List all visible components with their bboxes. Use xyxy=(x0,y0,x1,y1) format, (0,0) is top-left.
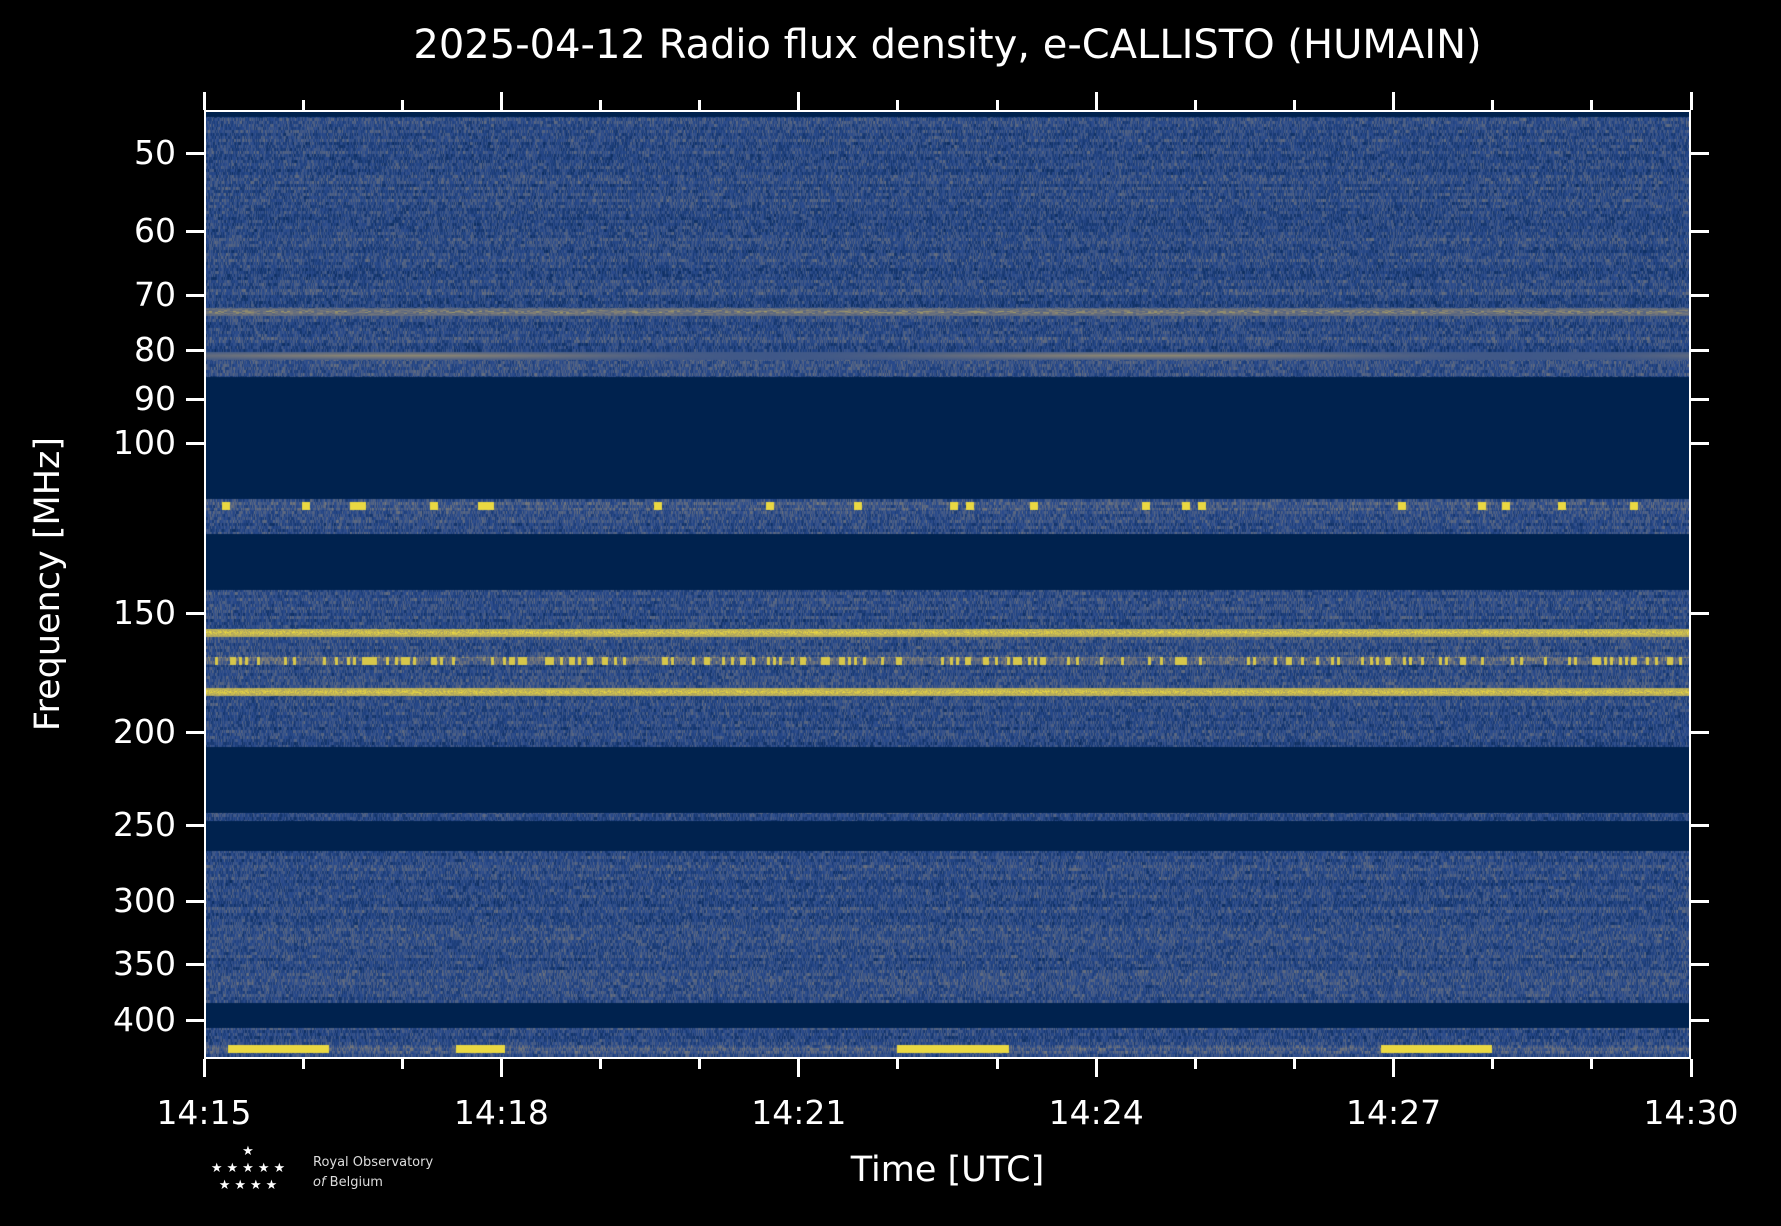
x-tick-mark-top xyxy=(1094,92,1098,110)
y-tick-label: 250 xyxy=(113,805,176,844)
x-axis-label: Time [UTC] xyxy=(850,1150,1045,1190)
y-tick-mark-left xyxy=(186,962,204,966)
y-tick-label: 60 xyxy=(134,211,176,250)
x-minor-tick-top xyxy=(995,100,999,110)
x-tick-mark-top xyxy=(1392,92,1396,110)
spectrogram-plot-area xyxy=(204,110,1691,1059)
y-tick-label: 90 xyxy=(134,379,176,418)
spectrogram-heatmap xyxy=(206,112,1689,1057)
x-minor-tick-top xyxy=(301,100,305,110)
logo-text-line1: Royal Observatory xyxy=(313,1155,434,1170)
y-tick-mark-left xyxy=(186,1018,204,1022)
x-tick-label: 14:21 xyxy=(751,1093,847,1132)
x-minor-tick-bottom xyxy=(400,1059,404,1069)
y-tick-mark-right xyxy=(1691,730,1709,734)
y-tick-mark-left xyxy=(186,611,204,615)
x-tick-label: 14:27 xyxy=(1346,1093,1442,1132)
x-tick-label: 14:24 xyxy=(1048,1093,1144,1132)
y-tick-mark-right xyxy=(1691,611,1709,615)
royal-observatory-logo: ★ ★★★★★ ★★★★ Royal Observatory of Belgium xyxy=(205,1143,465,1203)
x-minor-tick-bottom xyxy=(1292,1059,1296,1069)
x-minor-tick-bottom xyxy=(301,1059,305,1069)
x-tick-mark-bottom xyxy=(797,1059,801,1077)
y-tick-label: 70 xyxy=(134,275,176,314)
x-minor-tick-top xyxy=(400,100,404,110)
x-tick-mark-top xyxy=(797,92,801,110)
x-tick-mark-top xyxy=(202,92,206,110)
x-minor-tick-bottom xyxy=(1491,1059,1495,1069)
x-minor-tick-bottom xyxy=(896,1059,900,1069)
y-tick-label: 100 xyxy=(113,423,176,462)
y-tick-mark-right xyxy=(1691,899,1709,903)
x-minor-tick-top xyxy=(1491,100,1495,110)
y-tick-mark-right xyxy=(1691,397,1709,401)
x-minor-tick-top xyxy=(599,100,603,110)
x-tick-mark-bottom xyxy=(202,1059,206,1077)
y-tick-mark-right xyxy=(1691,293,1709,297)
y-tick-mark-right xyxy=(1691,348,1709,352)
y-tick-mark-right xyxy=(1691,151,1709,155)
x-tick-mark-top xyxy=(499,92,503,110)
x-minor-tick-bottom xyxy=(599,1059,603,1069)
x-minor-tick-bottom xyxy=(1590,1059,1594,1069)
y-tick-mark-right xyxy=(1691,1018,1709,1022)
y-tick-label: 350 xyxy=(113,944,176,983)
chart-title: 2025-04-12 Radio flux density, e-CALLIST… xyxy=(413,22,1482,68)
y-tick-label: 300 xyxy=(113,881,176,920)
y-tick-mark-left xyxy=(186,823,204,827)
y-tick-label: 200 xyxy=(113,712,176,751)
x-minor-tick-top xyxy=(698,100,702,110)
x-minor-tick-top xyxy=(1193,100,1197,110)
x-minor-tick-top xyxy=(1292,100,1296,110)
y-tick-mark-right xyxy=(1691,823,1709,827)
y-tick-mark-left xyxy=(186,151,204,155)
y-tick-mark-right xyxy=(1691,962,1709,966)
y-tick-mark-left xyxy=(186,730,204,734)
x-minor-tick-top xyxy=(896,100,900,110)
x-tick-mark-top xyxy=(1689,92,1693,110)
x-tick-mark-bottom xyxy=(1094,1059,1098,1077)
x-minor-tick-top xyxy=(1590,100,1594,110)
x-tick-mark-bottom xyxy=(1689,1059,1693,1077)
x-minor-tick-bottom xyxy=(1193,1059,1197,1069)
y-axis-label: Frequency [MHz] xyxy=(28,436,68,732)
logo-text-line2: of Belgium xyxy=(313,1175,383,1190)
y-tick-mark-left xyxy=(186,899,204,903)
y-tick-mark-left xyxy=(186,441,204,445)
y-tick-mark-left xyxy=(186,229,204,233)
y-tick-mark-right xyxy=(1691,441,1709,445)
y-tick-mark-left xyxy=(186,397,204,401)
x-tick-label: 14:30 xyxy=(1643,1093,1739,1132)
x-tick-label: 14:18 xyxy=(453,1093,549,1132)
y-tick-mark-left xyxy=(186,293,204,297)
x-minor-tick-bottom xyxy=(995,1059,999,1069)
x-tick-mark-bottom xyxy=(499,1059,503,1077)
x-minor-tick-bottom xyxy=(698,1059,702,1069)
y-tick-label: 400 xyxy=(113,1000,176,1039)
stars-icon: ★ ★★★★★ ★★★★ xyxy=(210,1144,290,1193)
x-tick-mark-bottom xyxy=(1392,1059,1396,1077)
y-tick-label: 80 xyxy=(134,330,176,369)
y-tick-label: 150 xyxy=(113,593,176,632)
y-tick-mark-right xyxy=(1691,229,1709,233)
y-tick-label: 50 xyxy=(134,133,176,172)
x-tick-label: 14:15 xyxy=(156,1093,252,1132)
y-tick-mark-left xyxy=(186,348,204,352)
